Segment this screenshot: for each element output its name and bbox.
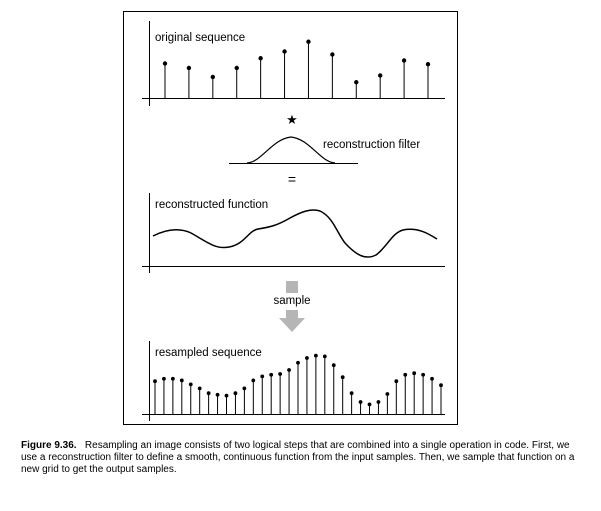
resampled-sample-point (269, 372, 274, 377)
original-sample-point (377, 73, 383, 78)
resampled-sample-point (162, 376, 166, 381)
sample-label: sample (273, 295, 310, 307)
resampled-sample-point (296, 360, 300, 365)
original-sample-point (282, 49, 287, 54)
resampled-sample-point (367, 402, 372, 407)
sample-arrow-icon (279, 310, 305, 332)
resampled-sample-point (322, 354, 327, 359)
original-sample-point (162, 61, 168, 66)
resampled-sample-point (349, 391, 354, 396)
resampled-sample-point (331, 363, 336, 368)
reconstructed-function-panel: reconstructed function (142, 193, 445, 273)
original-sequence-panel: original sequence (142, 21, 445, 106)
resampling-figure: original sequence ★ reconstruction filte… (123, 11, 458, 425)
resampled-sample-point (421, 372, 426, 377)
resampled-sample-point (403, 372, 408, 377)
resampled-sample-point (170, 376, 175, 381)
resampled-sequence-label: resampled sequence (155, 347, 262, 359)
original-sample-point (354, 80, 359, 85)
resampled-sample-point (376, 400, 381, 404)
caption-figure-label: Figure 9.36. (21, 440, 77, 451)
original-sample-point (186, 65, 192, 71)
original-sample-point (258, 56, 263, 61)
resampled-stems (153, 353, 443, 414)
resampled-sample-point (439, 383, 443, 388)
reconstructed-function-label: reconstructed function (155, 199, 268, 211)
resampled-sample-point (260, 374, 265, 379)
original-sample-point (401, 58, 407, 63)
resampled-sample-point (313, 353, 318, 358)
sample-arrow-block (286, 281, 298, 293)
resampled-sample-point (358, 400, 363, 404)
resampled-sample-point (278, 372, 283, 376)
filter-curve (246, 136, 336, 164)
resampled-sample-point (340, 375, 345, 380)
resampled-sample-point (430, 376, 434, 381)
original-sample-point (306, 39, 311, 44)
filter-label: reconstruction filter (323, 139, 420, 151)
resampled-sample-point (206, 391, 211, 396)
figure-caption: Figure 9.36. Resampling an image consist… (21, 440, 577, 476)
original-sample-point (234, 65, 239, 71)
original-stems (162, 39, 431, 98)
resampled-sample-point (197, 386, 202, 391)
original-sequence-label: original sequence (155, 32, 245, 44)
resampled-sample-point (287, 368, 291, 372)
resampled-sample-point (394, 379, 399, 384)
resampled-sequence-panel: resampled sequence (142, 341, 445, 421)
resampled-sample-point (305, 356, 309, 360)
resampled-sample-point (215, 392, 220, 397)
reconstructed-curve (152, 209, 438, 258)
resampled-sample-point (251, 378, 256, 383)
original-sample-point (330, 52, 335, 57)
resampled-sample-point (242, 386, 247, 391)
figure-frame (123, 11, 458, 425)
equals-symbol: = (288, 171, 296, 187)
original-sample-point (425, 62, 431, 67)
resampled-sample-point (188, 382, 193, 387)
original-sample-point (210, 74, 216, 80)
sample-step: sample (273, 281, 311, 332)
resampled-sample-point (233, 391, 238, 396)
convolution-symbol: ★ (286, 112, 298, 127)
resampled-sample-point (153, 379, 157, 384)
resampled-sample-point (224, 393, 229, 398)
resampled-sample-point (385, 392, 390, 396)
resampled-sample-point (179, 378, 184, 383)
resampled-sample-point (412, 371, 417, 376)
caption-text: Resampling an image consists of two logi… (21, 440, 575, 475)
reconstruction-filter-panel: reconstruction filter (229, 136, 420, 164)
